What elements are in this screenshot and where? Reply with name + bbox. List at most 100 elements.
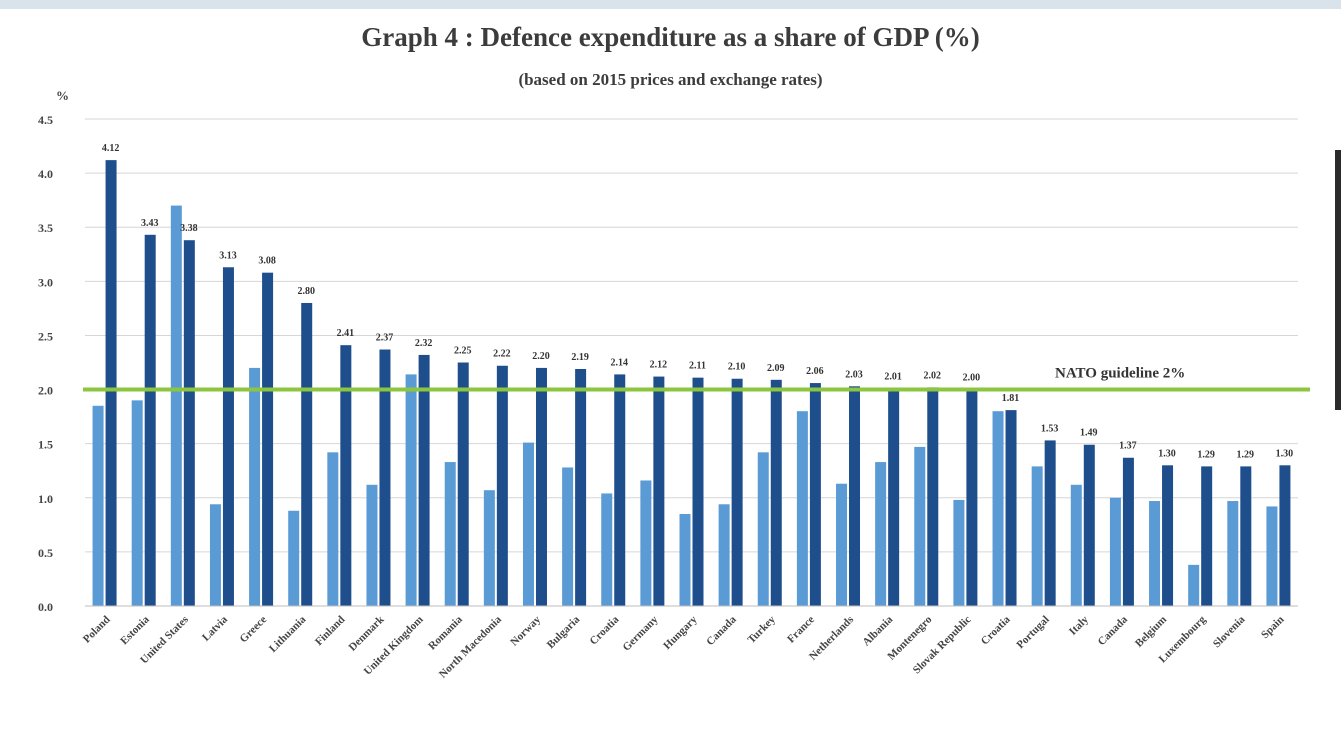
y-tick-label: 1.5 [38, 438, 53, 452]
bar-series-a [170, 205, 182, 607]
bar-series-b [927, 387, 939, 606]
category-label: Lithuania [267, 613, 309, 655]
data-label: 1.49 [1080, 428, 1098, 439]
category-label: Croatia [979, 613, 1013, 647]
bar-series-a [131, 400, 143, 606]
bar-series-b [1162, 465, 1174, 606]
data-label: 2.14 [610, 357, 628, 368]
y-tick-label: 0.5 [38, 546, 53, 560]
bar-series-b [301, 302, 313, 606]
category-label: Portugal [1014, 614, 1051, 651]
bar-series-b [1083, 444, 1095, 606]
category-label: Italy [1067, 613, 1091, 637]
bar-series-a [992, 411, 1004, 606]
y-tick-label: 1.0 [38, 492, 53, 506]
data-label: 1.53 [1041, 423, 1059, 434]
bar-series-b [418, 354, 430, 606]
bar-series-a [1188, 564, 1200, 606]
bar-series-b [731, 378, 743, 606]
bar-series-a [679, 514, 691, 606]
bar-series-b [770, 379, 782, 606]
data-label: 3.43 [141, 218, 159, 229]
bar-series-a [405, 374, 417, 606]
data-label: 2.80 [297, 286, 315, 297]
data-label: 2.01 [884, 371, 902, 382]
y-tick-label: 3.0 [38, 275, 53, 289]
data-label: 2.25 [454, 346, 472, 357]
category-label: Romania [426, 613, 465, 652]
bar-series-b [1005, 410, 1017, 606]
category-label: Estonia [118, 613, 152, 647]
data-label: 2.41 [337, 328, 355, 339]
data-label: 2.00 [963, 373, 981, 384]
bar-series-a [1227, 501, 1239, 606]
data-label: 2.12 [650, 360, 668, 371]
category-label: Germany [620, 613, 660, 653]
bar-series-a [444, 462, 456, 606]
data-label: 4.12 [102, 143, 120, 154]
top-border [0, 0, 1341, 9]
bar-series-a [796, 411, 808, 606]
y-tick-label: 0.0 [38, 600, 53, 614]
bar-series-b [849, 386, 861, 606]
category-label: Croatia [588, 613, 622, 647]
data-label: 2.32 [415, 338, 433, 349]
bar-series-b [653, 376, 665, 606]
data-label: 3.13 [219, 250, 237, 261]
bar-series-b [1122, 457, 1134, 606]
bar-series-a [288, 510, 300, 606]
bar-series-a [875, 462, 887, 606]
bar-series-b [340, 345, 352, 606]
category-label: Canada [1096, 613, 1131, 648]
bar-series-a [836, 483, 848, 606]
category-label: Greece [238, 614, 270, 646]
category-label: Latvia [200, 613, 230, 643]
data-label: 2.02 [924, 370, 942, 381]
bar-series-a [757, 452, 769, 606]
category-label: Albania [860, 613, 895, 648]
bar-series-b [809, 383, 821, 606]
bar-series-b [535, 367, 547, 606]
category-label: France [785, 614, 817, 646]
bar-series-a [1266, 506, 1278, 606]
y-tick-label: 3.5 [38, 221, 53, 235]
bar-series-a [953, 499, 965, 606]
bar-series-a [1109, 497, 1121, 606]
chart-subtitle: (based on 2015 prices and exchange rates… [518, 70, 823, 89]
bar-series-a [914, 446, 926, 606]
bar-series-b [262, 272, 274, 606]
data-label: 1.37 [1119, 441, 1137, 452]
bar-series-b [1279, 465, 1291, 606]
bar-series-a [562, 467, 574, 606]
bar-series-b [222, 267, 234, 606]
category-label: Spain [1259, 614, 1287, 642]
category-label: Canada [704, 613, 739, 648]
bar-series-a [249, 367, 261, 606]
bar-series-b [575, 368, 587, 606]
y-tick-label: 4.5 [38, 113, 53, 127]
data-label: 3.08 [258, 256, 276, 267]
y-tick-label: 2.5 [38, 329, 53, 343]
bar-series-b [144, 234, 156, 606]
data-label: 2.11 [689, 361, 706, 372]
data-label: 1.30 [1158, 448, 1176, 459]
bar-series-b [379, 349, 391, 606]
bar-series-a [327, 452, 339, 606]
bar-series-b [966, 389, 978, 606]
bar-series-a [209, 504, 221, 606]
bar-series-b [1044, 440, 1056, 606]
bar-series-a [1149, 501, 1161, 606]
data-label: 2.20 [532, 351, 550, 362]
bar-series-a [366, 484, 378, 606]
y-tick-label: 2.0 [38, 384, 53, 398]
right-edge [1335, 150, 1341, 410]
bar-series-a [92, 405, 104, 606]
bar-series-a [522, 442, 534, 606]
data-label: 2.37 [376, 333, 394, 344]
data-label: 1.29 [1237, 449, 1255, 460]
chart-title: Graph 4 : Defence expenditure as a share… [361, 22, 980, 52]
bar-series-b [183, 240, 195, 606]
data-label: 2.22 [493, 349, 511, 360]
